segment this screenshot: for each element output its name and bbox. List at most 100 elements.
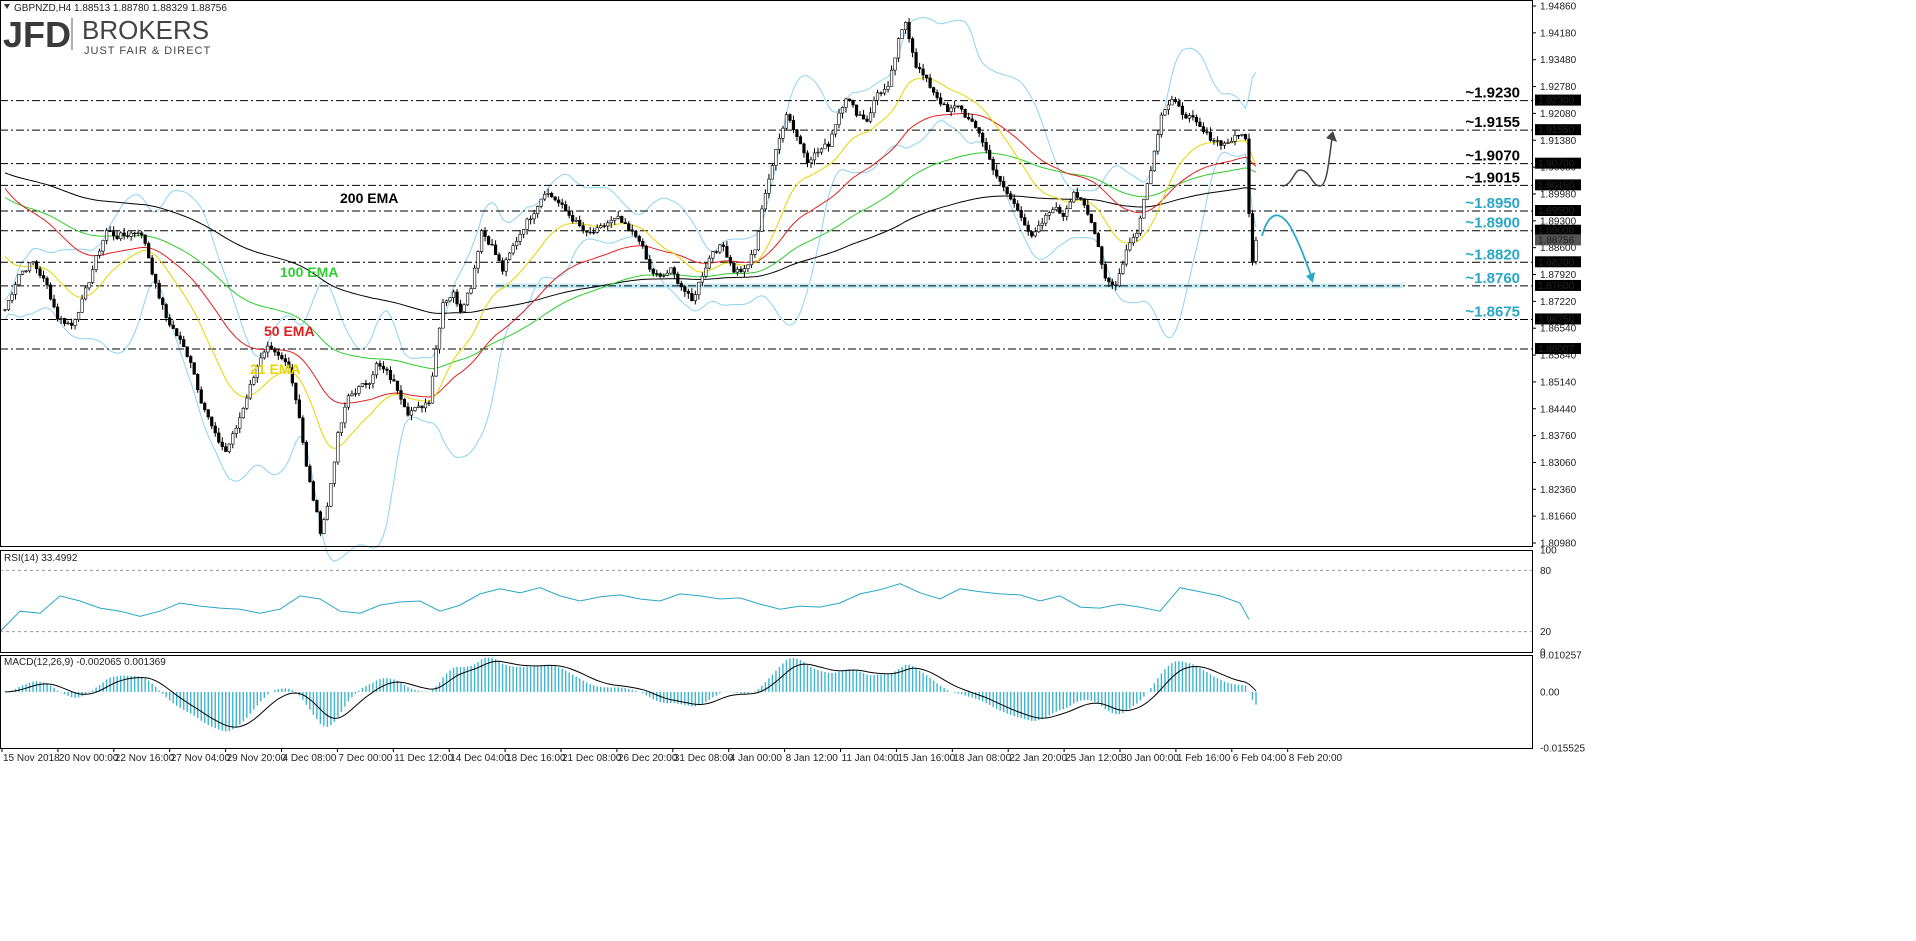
candle-body — [546, 192, 550, 195]
candle-body — [578, 220, 582, 227]
x-tick-label: 25 Jan 12:00 — [1065, 753, 1123, 764]
candle-body — [756, 231, 761, 251]
macd-signal-line — [4, 660, 1257, 728]
y-tick-label: 1.86540 — [1540, 324, 1577, 335]
candle-body — [38, 268, 42, 276]
header-triangle-icon — [4, 4, 10, 9]
candle-body — [854, 104, 859, 116]
ema-label: 50 EMA — [264, 323, 315, 339]
level-lines — [0, 100, 1532, 350]
candle-body — [441, 302, 445, 329]
candle-body — [339, 422, 344, 433]
candle-body — [655, 273, 659, 275]
candle-body — [595, 227, 599, 233]
level-axis-label: 1.87600 — [1538, 281, 1575, 292]
candle-body — [788, 114, 792, 121]
candle-body — [886, 86, 890, 90]
candle-body — [332, 461, 336, 484]
candle-body — [346, 395, 351, 408]
candle-body — [981, 132, 985, 143]
candle-body — [907, 21, 911, 40]
candle-body — [602, 225, 606, 227]
candle-body — [262, 351, 266, 359]
candle-body — [1114, 284, 1118, 287]
brand-tagline: JUST FAIR & DIRECT — [84, 45, 211, 57]
candle-body — [217, 432, 221, 443]
candle-body — [942, 103, 946, 106]
x-tick-label: 15 Jan 16:00 — [897, 753, 955, 764]
candle-body — [76, 312, 81, 320]
level-axis-box — [1535, 179, 1581, 191]
x-tick-label: 11 Jan 04:00 — [842, 753, 900, 764]
candle-body — [826, 143, 831, 147]
candle-body — [1103, 264, 1107, 279]
candle-body — [592, 231, 596, 234]
macd-tick-label: 0.010257 — [1540, 650, 1582, 661]
candle-body — [406, 406, 410, 416]
level-axis-box — [1535, 94, 1581, 106]
candle-body — [1040, 222, 1044, 226]
candle-body — [497, 254, 501, 262]
candle-body — [294, 382, 298, 401]
candle-body — [276, 351, 280, 356]
x-tick-label: 6 Feb 04:00 — [1233, 753, 1287, 764]
candle-body — [248, 384, 252, 399]
level-label: ~1.9070 — [1465, 148, 1520, 165]
candle-body — [914, 52, 918, 68]
candle-body — [1191, 115, 1195, 118]
candle-body — [10, 293, 14, 301]
candle-body — [1096, 233, 1100, 248]
x-tick-label: 7 Dec 00:00 — [338, 753, 392, 764]
candle-body — [662, 275, 666, 277]
candle-body — [1215, 140, 1220, 142]
candle-body — [588, 231, 592, 234]
candle-body — [939, 97, 943, 105]
level-axis-label: 1.90700 — [1538, 159, 1575, 170]
candle-body — [805, 152, 810, 164]
level-axis-label: 1.91550 — [1538, 125, 1575, 136]
candle-body — [725, 246, 729, 258]
candle-body — [437, 327, 442, 350]
candle-body — [735, 268, 739, 273]
candle-body — [1026, 224, 1030, 232]
candle-body — [129, 232, 133, 237]
candle-body — [164, 304, 168, 318]
level-axis-label: 1.90150 — [1538, 180, 1575, 191]
candle-body — [353, 393, 358, 395]
candle-body — [893, 57, 897, 71]
candle-body — [763, 193, 768, 210]
candle-body — [974, 121, 978, 128]
up-arrow-head-icon — [1326, 131, 1337, 142]
candle-body — [203, 402, 207, 411]
candle-body — [17, 274, 21, 285]
candle-body — [676, 273, 680, 284]
candle-body — [616, 215, 620, 219]
level-axis-box — [1535, 224, 1581, 236]
candle-body — [1054, 206, 1058, 210]
candle-body — [1005, 186, 1009, 195]
candle-body — [1208, 131, 1213, 141]
candle-body — [932, 87, 936, 93]
candlesticks — [3, 18, 1258, 537]
candle-body — [427, 402, 431, 405]
y-tick-label: 1.84440 — [1540, 404, 1577, 415]
candle-body — [465, 292, 470, 306]
candle-body — [1121, 263, 1125, 274]
candle-body — [252, 377, 256, 385]
candle-body — [416, 405, 421, 408]
candle-body — [935, 92, 939, 99]
candle-body — [34, 261, 39, 270]
x-tick-label: 18 Jan 08:00 — [953, 753, 1011, 764]
candle-body — [648, 258, 652, 270]
candle-body — [1089, 213, 1093, 223]
candle-body — [746, 264, 750, 269]
candle-body — [280, 355, 284, 359]
candle-body — [196, 374, 200, 391]
y-tick-label: 1.89980 — [1540, 189, 1577, 200]
candle-body — [297, 399, 301, 419]
candle-body — [798, 136, 803, 145]
level-axis-box — [1535, 205, 1581, 217]
candle-body — [606, 222, 610, 227]
candle-body — [585, 230, 589, 233]
candle-body — [683, 286, 687, 292]
